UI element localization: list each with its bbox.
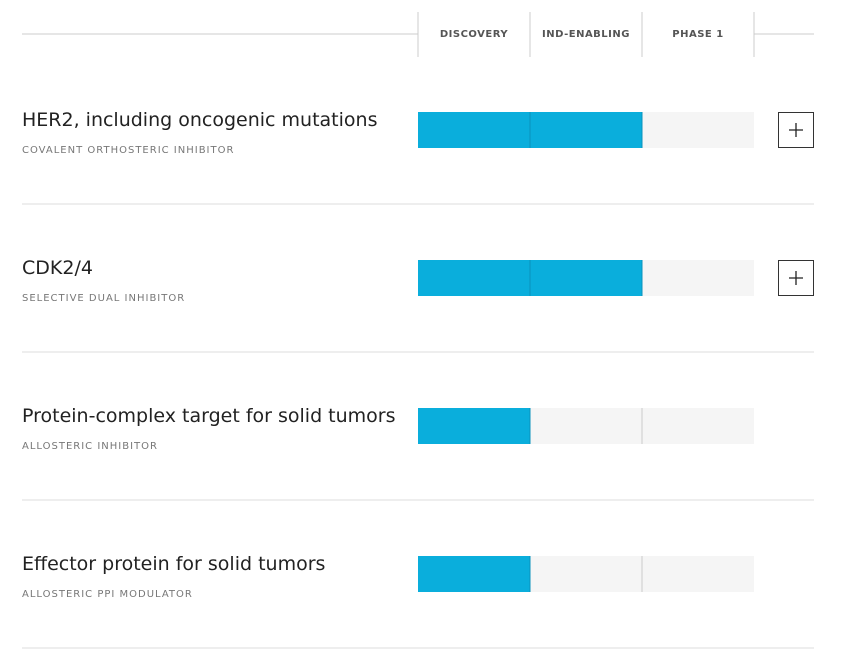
stage-label: DISCOVERY (440, 29, 509, 40)
program-modality: ALLOSTERIC INHIBITOR (22, 441, 158, 452)
program-name: HER2, including oncogenic mutations (22, 109, 377, 131)
stage-label: PHASE 1 (672, 29, 723, 40)
plus-icon (789, 271, 803, 285)
progress-bar (418, 408, 530, 444)
program-name: Protein-complex target for solid tumors (22, 405, 396, 427)
expand-button[interactable] (778, 112, 814, 148)
stage-label: IND-ENABLING (542, 29, 630, 40)
program-modality: COVALENT ORTHOSTERIC INHIBITOR (22, 145, 234, 156)
program-name: Effector protein for solid tumors (22, 553, 325, 575)
program-modality: ALLOSTERIC PPI MODULATOR (22, 589, 193, 600)
expand-button[interactable] (778, 260, 814, 296)
program-modality: SELECTIVE DUAL INHIBITOR (22, 293, 185, 304)
progress-bar (418, 556, 530, 592)
program-name: CDK2/4 (22, 257, 93, 279)
plus-icon (789, 123, 803, 137)
